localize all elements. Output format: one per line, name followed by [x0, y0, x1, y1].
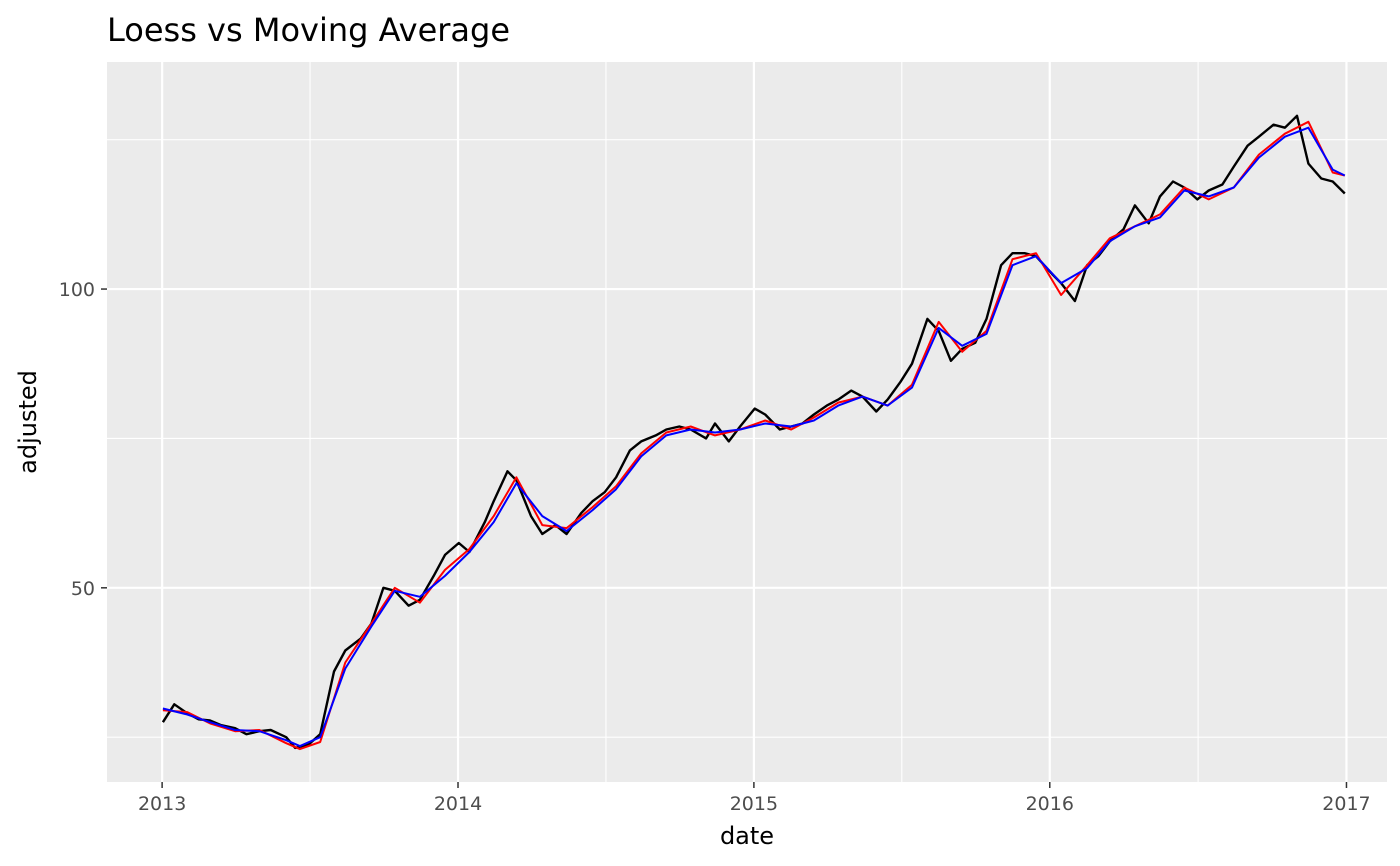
x-axis: 2013 2014 2015 2016 2017	[138, 782, 1371, 815]
y-axis-title: adjusted	[14, 370, 42, 474]
y-tick-label: 50	[71, 578, 95, 600]
x-tick-label: 2014	[434, 793, 482, 815]
loess-line	[162, 126, 1346, 748]
gridlines	[107, 62, 1387, 782]
series-lines	[161, 114, 1346, 751]
x-tick-label: 2016	[1026, 793, 1074, 815]
y-axis: 50 100	[59, 279, 107, 600]
x-tick-label: 2015	[730, 793, 778, 815]
x-axis-title: date	[720, 822, 774, 850]
plot-panel	[107, 62, 1387, 782]
x-tick-label: 2017	[1322, 793, 1370, 815]
y-tick-label: 100	[59, 279, 95, 301]
x-tick-label: 2013	[138, 793, 186, 815]
chart-title: Loess vs Moving Average	[107, 11, 510, 49]
moving-average-line	[162, 120, 1346, 751]
